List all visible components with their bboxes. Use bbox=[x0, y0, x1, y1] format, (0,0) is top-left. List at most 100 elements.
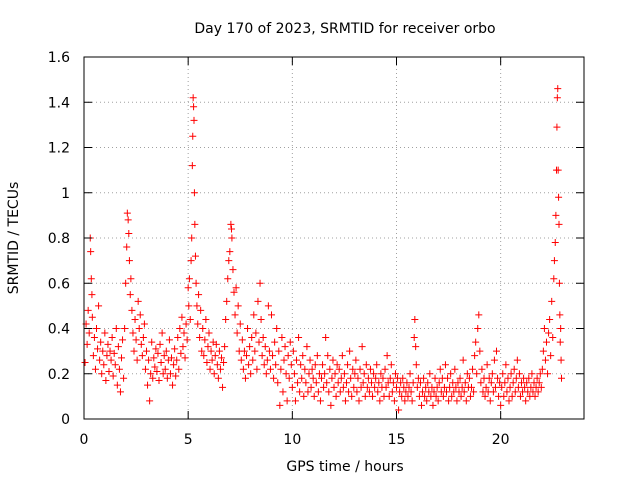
y-tick-label: 0 bbox=[61, 412, 70, 428]
data-point bbox=[182, 320, 190, 328]
data-point bbox=[88, 291, 96, 299]
data-point bbox=[85, 329, 93, 337]
data-point bbox=[522, 397, 530, 405]
data-point bbox=[556, 338, 564, 346]
data-point bbox=[136, 311, 144, 319]
data-point bbox=[148, 338, 156, 346]
data-point bbox=[332, 392, 340, 400]
data-point bbox=[128, 306, 136, 314]
data-point bbox=[445, 397, 453, 405]
data-point bbox=[178, 313, 186, 321]
data-point bbox=[191, 252, 199, 260]
data-point bbox=[153, 367, 161, 375]
data-point bbox=[316, 397, 324, 405]
data-point bbox=[509, 379, 517, 387]
data-point bbox=[343, 379, 350, 387]
data-point bbox=[457, 392, 465, 400]
data-point bbox=[498, 383, 506, 391]
data-point bbox=[306, 356, 314, 364]
data-point bbox=[275, 347, 283, 355]
data-point bbox=[541, 356, 549, 364]
data-point bbox=[135, 325, 143, 332]
data-point bbox=[383, 352, 391, 360]
data-point bbox=[106, 347, 114, 355]
x-tick-label: 0 bbox=[80, 432, 89, 448]
data-point bbox=[258, 352, 266, 360]
data-point bbox=[412, 343, 420, 351]
data-point bbox=[302, 379, 310, 387]
data-point bbox=[154, 349, 162, 357]
data-point bbox=[444, 374, 452, 382]
data-point bbox=[478, 365, 486, 373]
data-point bbox=[491, 383, 499, 391]
data-point bbox=[341, 397, 349, 405]
data-point bbox=[126, 291, 134, 299]
data-point bbox=[186, 315, 194, 323]
data-point bbox=[307, 383, 315, 391]
data-point bbox=[309, 374, 317, 382]
data-point bbox=[545, 329, 553, 337]
data-point bbox=[249, 356, 257, 364]
data-point bbox=[310, 392, 318, 400]
data-point bbox=[138, 352, 146, 360]
data-point bbox=[190, 103, 198, 111]
data-point bbox=[416, 379, 424, 387]
data-point bbox=[113, 381, 121, 389]
y-tick-label: 0.4 bbox=[48, 322, 70, 338]
data-point bbox=[389, 379, 397, 387]
data-point bbox=[300, 392, 308, 400]
data-point bbox=[355, 397, 363, 405]
data-point bbox=[283, 397, 291, 405]
data-point bbox=[296, 388, 304, 396]
data-point bbox=[557, 325, 565, 332]
data-point bbox=[289, 347, 297, 355]
data-point bbox=[155, 377, 163, 385]
data-point bbox=[381, 365, 389, 373]
data-point bbox=[516, 392, 524, 400]
data-point bbox=[324, 352, 332, 360]
data-point bbox=[240, 347, 248, 355]
data-point bbox=[481, 392, 489, 400]
data-point bbox=[301, 365, 309, 373]
data-point bbox=[451, 365, 459, 373]
data-point bbox=[550, 275, 558, 283]
data-point bbox=[435, 379, 443, 387]
data-point bbox=[87, 275, 95, 283]
data-point bbox=[385, 392, 393, 400]
data-point bbox=[489, 388, 497, 396]
data-point bbox=[365, 388, 373, 396]
data-point bbox=[265, 347, 273, 355]
data-point bbox=[226, 248, 234, 256]
data-point bbox=[447, 370, 455, 378]
data-point bbox=[274, 379, 282, 387]
data-point bbox=[262, 370, 270, 378]
data-point bbox=[263, 356, 271, 364]
data-point bbox=[189, 94, 197, 102]
data-point bbox=[552, 211, 560, 219]
data-point bbox=[264, 302, 272, 310]
y-tick-label: 1 bbox=[61, 186, 70, 202]
data-point bbox=[345, 388, 353, 396]
data-point bbox=[100, 361, 108, 369]
data-point bbox=[537, 383, 545, 391]
data-point bbox=[277, 365, 285, 373]
data-point bbox=[180, 329, 188, 337]
data-point bbox=[544, 370, 552, 378]
data-point bbox=[238, 336, 246, 344]
data-point bbox=[405, 383, 413, 391]
data-point bbox=[204, 343, 212, 351]
data-point bbox=[192, 279, 200, 287]
data-point bbox=[200, 352, 208, 360]
data-point bbox=[337, 374, 345, 382]
axis-ticks: 0 0.2 0.4 0.6 0.8 1 1.2 1.4 1.6 0 5 10 15 20 bbox=[48, 50, 584, 448]
data-point bbox=[130, 347, 138, 355]
data-point bbox=[246, 343, 254, 351]
data-point bbox=[398, 392, 406, 400]
data-point bbox=[145, 356, 153, 364]
data-point bbox=[499, 370, 507, 378]
y-tick-label: 0.8 bbox=[48, 231, 70, 247]
y-tick-label: 1.4 bbox=[48, 95, 70, 111]
data-point bbox=[190, 189, 198, 197]
data-point bbox=[152, 345, 160, 353]
data-point bbox=[548, 297, 556, 305]
